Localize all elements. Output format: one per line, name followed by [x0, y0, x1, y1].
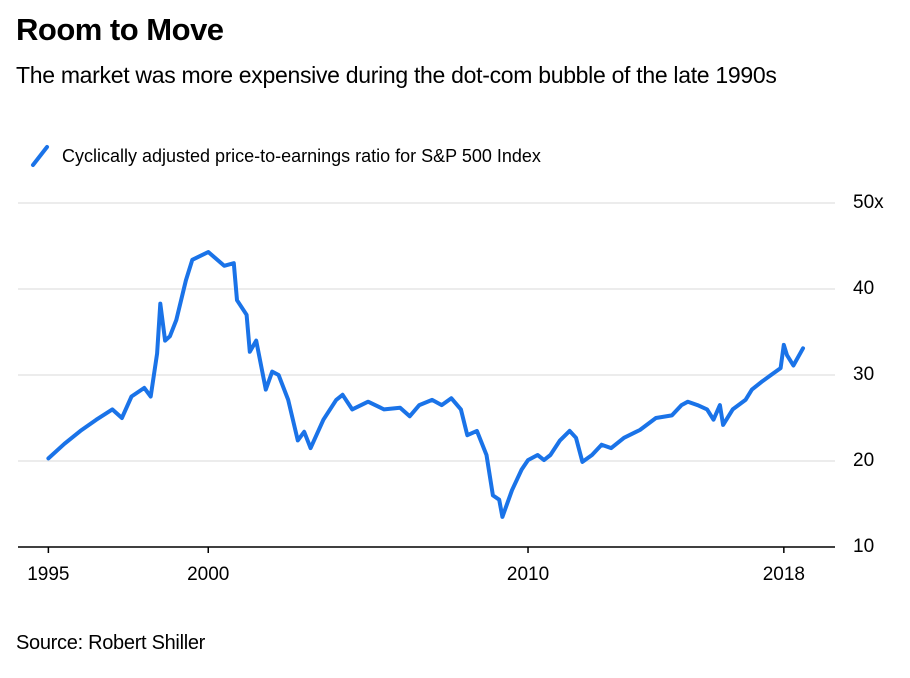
chart-subtitle: The market was more expensive during the…: [16, 62, 777, 88]
source: Source: Robert Shiller: [16, 632, 206, 654]
y-tick-label: 30: [853, 364, 874, 385]
y-tick-label: 10: [853, 536, 874, 557]
legend: Cyclically adjusted price-to-earnings ra…: [30, 144, 541, 168]
y-tick-label: 50x: [853, 192, 884, 213]
y-tick-label: 40: [853, 278, 874, 299]
y-tick-label: 20: [853, 450, 874, 471]
chart-title: Room to Move: [16, 12, 224, 47]
x-tick-label: 2010: [507, 564, 549, 585]
legend-swatch: [31, 145, 49, 167]
x-tick-label: 2018: [763, 564, 805, 585]
x-tick-label: 2000: [187, 564, 229, 585]
x-tick-label: 1995: [27, 564, 69, 585]
legend-label: Cyclically adjusted price-to-earnings ra…: [62, 145, 541, 166]
data-line: [46, 250, 805, 519]
